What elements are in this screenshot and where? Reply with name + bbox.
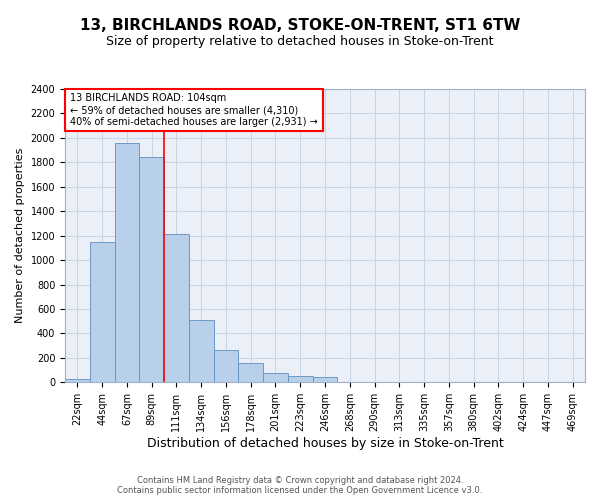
Bar bbox=[90, 242, 115, 382]
Bar bbox=[115, 143, 139, 382]
Bar bbox=[139, 158, 164, 382]
Bar bbox=[164, 234, 189, 382]
Text: 13, BIRCHLANDS ROAD, STOKE-ON-TRENT, ST1 6TW: 13, BIRCHLANDS ROAD, STOKE-ON-TRENT, ST1… bbox=[80, 18, 520, 32]
Bar bbox=[214, 350, 238, 382]
Bar bbox=[65, 378, 90, 382]
Text: 13 BIRCHLANDS ROAD: 104sqm
← 59% of detached houses are smaller (4,310)
40% of s: 13 BIRCHLANDS ROAD: 104sqm ← 59% of deta… bbox=[70, 94, 318, 126]
Y-axis label: Number of detached properties: Number of detached properties bbox=[15, 148, 25, 324]
X-axis label: Distribution of detached houses by size in Stoke-on-Trent: Distribution of detached houses by size … bbox=[146, 437, 503, 450]
Bar bbox=[263, 372, 288, 382]
Bar bbox=[313, 377, 337, 382]
Text: Contains HM Land Registry data © Crown copyright and database right 2024.
Contai: Contains HM Land Registry data © Crown c… bbox=[118, 476, 482, 495]
Bar bbox=[189, 320, 214, 382]
Text: Size of property relative to detached houses in Stoke-on-Trent: Size of property relative to detached ho… bbox=[106, 35, 494, 48]
Bar bbox=[288, 376, 313, 382]
Bar bbox=[238, 364, 263, 382]
